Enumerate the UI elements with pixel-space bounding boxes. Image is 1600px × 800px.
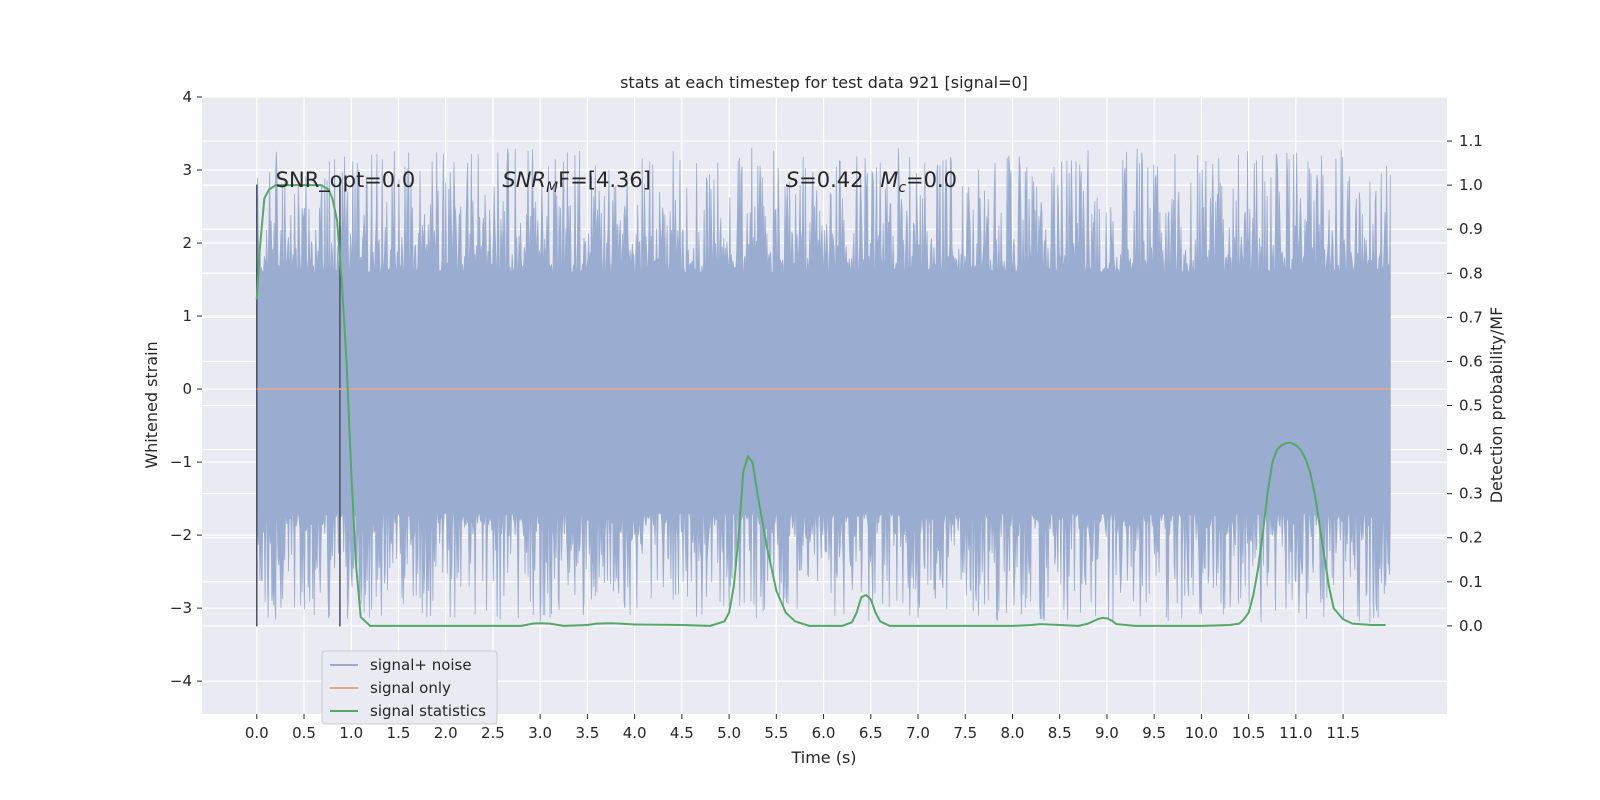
legend-entries: signal+ noise signal only signal statistic…	[330, 656, 486, 720]
y2-tick-label: 0.8	[1459, 264, 1483, 282]
annotation: S=0.42	[786, 168, 864, 192]
annotation: SNRMF=[4.36]	[502, 168, 651, 196]
x-tick-label: 11.0	[1279, 724, 1312, 742]
annotations: SNR_opt=0.0 SNRMF=[4.36] S=0.42 Mc=0.0	[276, 168, 957, 196]
legend-label: signal+ noise	[370, 656, 472, 674]
x-tick-label: 7.5	[953, 724, 977, 742]
y-tick-label: 3	[182, 161, 192, 179]
x-axis-label: Time (s)	[790, 748, 856, 767]
legend-label: signal statistics	[370, 702, 486, 720]
x-tick-label: 3.5	[575, 724, 599, 742]
legend-label: signal only	[370, 679, 451, 697]
x-tick-label: 8.5	[1048, 724, 1072, 742]
x-tick-label: 10.5	[1232, 724, 1265, 742]
x-tick-label: 1.0	[339, 724, 363, 742]
y-tick-label: 0	[182, 380, 192, 398]
y-tick-label: 1	[182, 307, 192, 325]
y-tick-label: −4	[170, 672, 192, 690]
y2-tick-label: 0.4	[1459, 441, 1483, 459]
x-tick-label: 1.5	[387, 724, 411, 742]
y2-tick-label: 0.9	[1459, 220, 1483, 238]
y2-tick-label: 0.7	[1459, 308, 1483, 326]
annotation: SNR_opt=0.0	[276, 168, 416, 193]
y2-axis-label: Detection probability/MF	[1487, 307, 1506, 504]
x-tick-label: 8.0	[1001, 724, 1025, 742]
series-signal-statistics	[255, 184, 1386, 627]
y2-tick-label: 0.0	[1459, 617, 1483, 635]
signal-noise-band	[256, 148, 1391, 623]
x-tick-label: 6.5	[859, 724, 883, 742]
chart-title: stats at each timestep for test data 921…	[620, 73, 1028, 92]
x-tick-label: 2.5	[481, 724, 505, 742]
y-tick-label: −3	[170, 599, 192, 617]
x-tick-label: 9.5	[1142, 724, 1166, 742]
x-tick-label: 2.0	[434, 724, 458, 742]
y2-tick-label: 0.5	[1459, 397, 1483, 415]
y-axis-ticks: 4 3 2 1 0 −1 −2 −3 −4	[170, 88, 202, 690]
x-tick-label: 3.0	[528, 724, 552, 742]
x-tick-label: 4.5	[670, 724, 694, 742]
x-axis-ticks: 0.0 0.5 1.0 1.5 2.0 2.5 3.0 3.5 4.0 4.5 5.0 5.5 6.0 6…	[245, 714, 1360, 742]
annotation: Mc=0.0	[880, 168, 957, 196]
legend-box	[321, 650, 498, 725]
x-tick-label: 9.0	[1095, 724, 1119, 742]
y2-axis-ticks: 1.1 1.0 0.9 0.8 0.7 0.6 0.5 0.4 0.3 0.2 0.1 0.0	[1447, 132, 1483, 635]
y-tick-label: −1	[170, 453, 192, 471]
x-tick-label: 10.0	[1185, 724, 1218, 742]
y2-tick-label: 1.0	[1459, 176, 1483, 194]
y2-tick-label: 1.1	[1459, 132, 1483, 150]
y-tick-label: −2	[170, 526, 192, 544]
x-tick-label: 5.0	[717, 724, 741, 742]
x-tick-label: 5.5	[764, 724, 788, 742]
y2-tick-label: 0.1	[1459, 573, 1483, 591]
y2-tick-label: 0.3	[1459, 485, 1483, 503]
y2-tick-label: 0.6	[1459, 352, 1483, 370]
x-tick-label: 6.0	[812, 724, 836, 742]
legend: signal+ noise signal only signal statistic…	[321, 650, 498, 725]
y-tick-label: 4	[182, 88, 192, 106]
x-tick-label: 0.0	[245, 724, 269, 742]
x-tick-label: 11.5	[1326, 724, 1359, 742]
series-signal-noise	[256, 148, 1391, 623]
x-tick-label: 7.0	[906, 724, 930, 742]
y-axis-label: Whitened strain	[142, 341, 161, 468]
signal-statistics-line	[255, 184, 1386, 627]
x-tick-label: 0.5	[292, 724, 316, 742]
y2-tick-label: 0.2	[1459, 529, 1483, 547]
y-tick-label: 2	[182, 234, 192, 252]
x-tick-label: 4.0	[623, 724, 647, 742]
